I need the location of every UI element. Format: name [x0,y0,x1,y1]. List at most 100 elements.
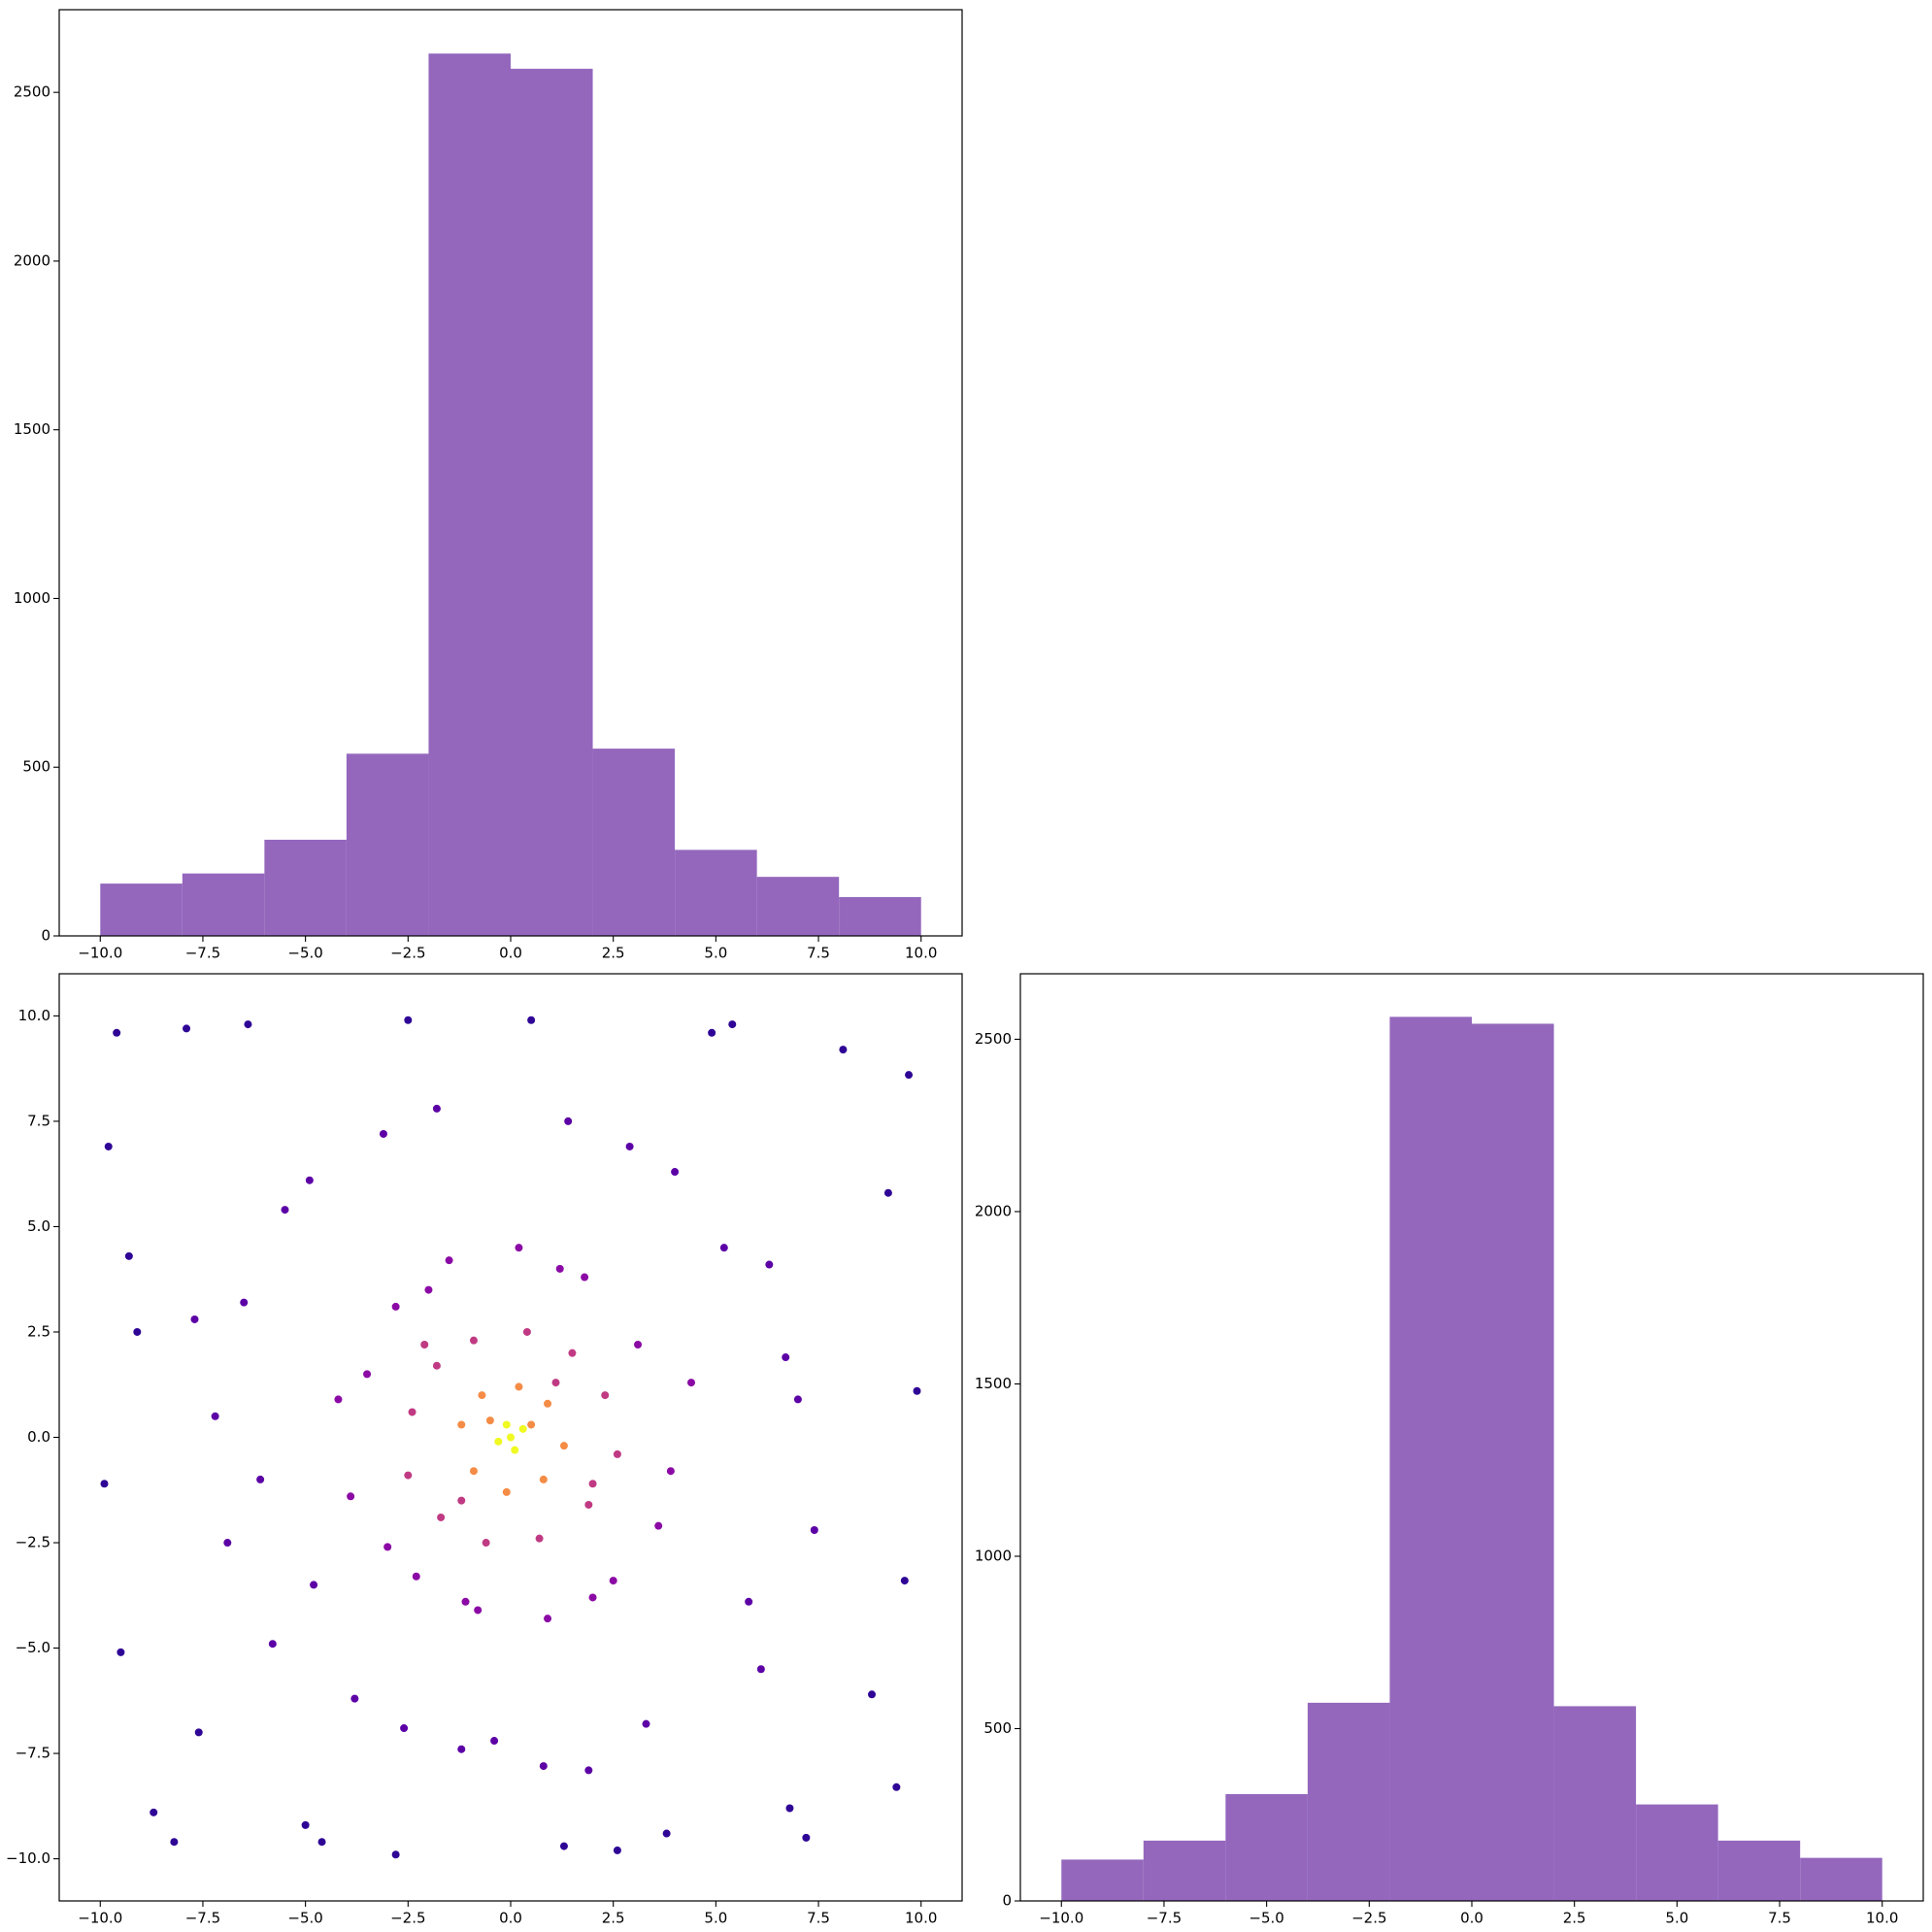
x-tick-label: 7.5 [807,945,830,962]
point [745,1597,753,1606]
point [559,1842,568,1850]
x-tick-label: 0.0 [1460,1910,1483,1927]
x-tick-label: 10.0 [1866,1910,1898,1927]
y-tick-label: 500 [22,758,50,776]
point [527,1420,536,1429]
point [183,1024,191,1033]
point [905,1071,914,1080]
point [305,1176,314,1184]
y-tick-label: 0.0 [27,1428,50,1446]
bar [1717,1840,1801,1901]
point [490,1737,499,1746]
y-tick-label: −7.5 [16,1745,50,1762]
point [642,1719,650,1728]
point [609,1577,617,1585]
x-tick-label: −7.5 [185,945,220,962]
bar [1225,1793,1308,1901]
point [457,1420,466,1429]
point [666,1467,675,1476]
point [194,1728,203,1737]
panel: −10.0 −7.5 −5.0 −2.5 0.0 2.5 5.0 7.5 10.0 −10.0 −7… [6,973,963,1927]
x-tick-label: −5.0 [287,1910,322,1927]
x-tick-label: 2.5 [602,1910,625,1927]
point [104,1142,113,1150]
x-tick-label: 0.0 [499,1910,522,1927]
bar [428,53,511,937]
y-tick-label: 1500 [975,1375,1012,1392]
point [347,1492,355,1501]
point [613,1449,621,1458]
bar [839,897,921,936]
point [559,1442,568,1450]
point [400,1724,409,1733]
point [391,1302,400,1311]
x-tick-label: 0.0 [499,945,522,962]
point [785,1804,794,1813]
point [581,1273,589,1282]
point [223,1539,232,1548]
point [133,1327,142,1336]
point [363,1370,372,1379]
point [511,1446,519,1454]
y-tick-label: 2000 [14,251,50,269]
bar [675,849,757,936]
point [544,1615,552,1623]
x-tick-label: 5.0 [704,945,727,962]
point [240,1298,249,1307]
point [432,1104,441,1113]
y-tick-label: 0 [41,927,50,945]
point [124,1251,133,1260]
bar [264,839,347,936]
x-tick-label: 10.0 [905,945,937,962]
point [793,1395,802,1404]
point [461,1597,470,1606]
x-tick-label: −2.5 [390,1910,425,1927]
y-tick-label: −5.0 [16,1639,50,1656]
x-tick-label: 10.0 [905,1910,937,1927]
point [474,1606,483,1615]
y-tick-label: 1500 [14,420,50,438]
point [391,1850,400,1859]
bar [1472,1023,1554,1901]
point [756,1665,765,1674]
y-tick-label: 5.0 [27,1217,50,1235]
y-tick-label: 1000 [14,589,50,607]
point [913,1386,921,1395]
point [211,1412,219,1420]
point [485,1416,494,1425]
y-tick-label: 500 [983,1719,1012,1737]
point [494,1437,503,1446]
bar [182,873,265,936]
point [584,1500,593,1509]
y-tick-label: 7.5 [27,1112,50,1129]
point [601,1391,610,1400]
point [432,1361,441,1370]
x-tick-label: −2.5 [390,945,425,962]
x-tick-label: 5.0 [1665,1910,1688,1927]
y-tick-label: −2.5 [16,1534,50,1551]
point [634,1341,643,1349]
point [502,1487,511,1496]
bar [1307,1702,1390,1901]
x-tick-label: −5.0 [1249,1910,1283,1927]
x-tick-label: 5.0 [704,1910,727,1927]
y-tick-label: 1000 [975,1547,1012,1564]
point [100,1480,109,1488]
x-tick-label: 2.5 [602,945,625,962]
point [765,1260,774,1269]
point [662,1829,671,1838]
point [317,1838,326,1847]
panel: −10.0 −7.5 −5.0 −2.5 0.0 2.5 5.0 7.5 10.0 0 500 100… [14,9,963,962]
point [527,1016,536,1024]
y-tick-label: −10.0 [6,1849,50,1867]
bar [1061,1859,1144,1901]
x-tick-label: −10.0 [78,945,122,962]
point [404,1471,413,1480]
point [113,1028,121,1037]
bar [1800,1857,1882,1901]
point [708,1028,716,1037]
point [457,1496,466,1505]
y-tick-label: 2500 [975,1030,1012,1048]
y-tick-label: 0 [1002,1892,1012,1910]
